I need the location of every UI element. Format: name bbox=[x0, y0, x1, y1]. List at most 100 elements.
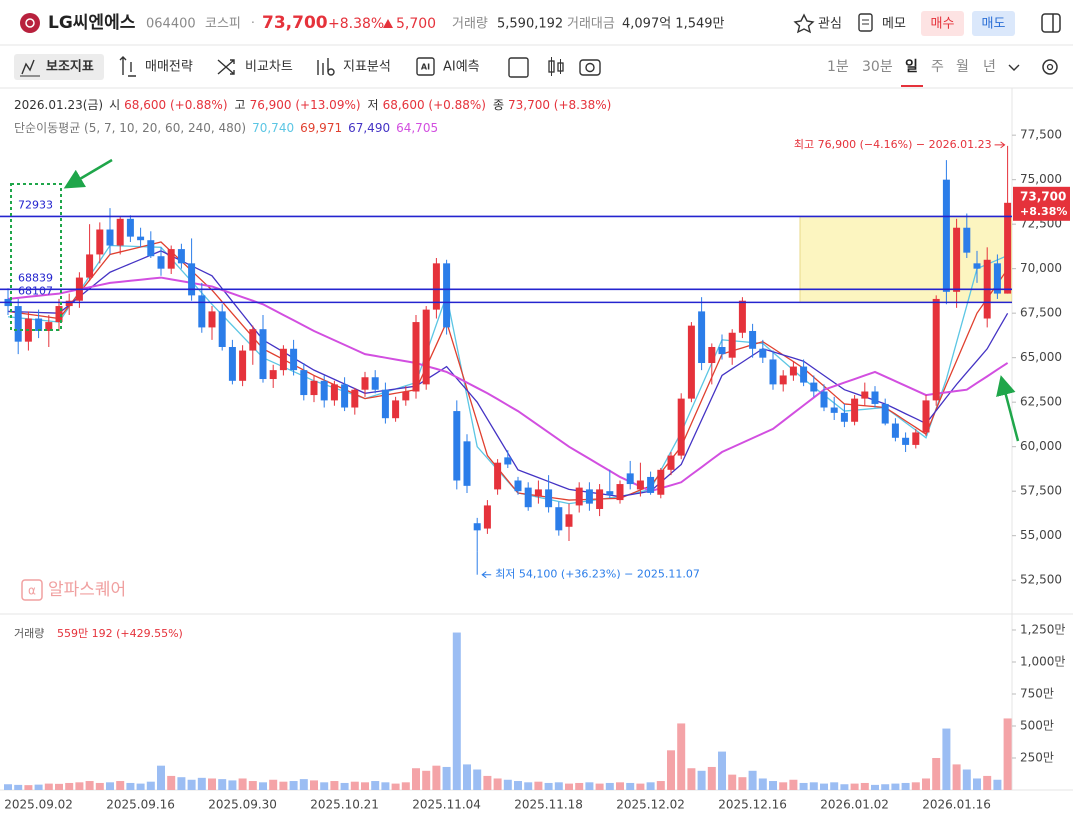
compare-button[interactable]: 비교차트 bbox=[245, 60, 293, 75]
info-date: 2026.01.23(금) bbox=[14, 98, 103, 112]
settings[interactable] bbox=[1042, 59, 1058, 75]
candle-body bbox=[55, 306, 63, 323]
volume-bar bbox=[585, 782, 594, 790]
volume-bar bbox=[656, 781, 665, 790]
volume-bar bbox=[565, 783, 573, 790]
analysis-button[interactable]: 지표분석 bbox=[343, 60, 391, 75]
indicator-label[interactable]: 보조지표 bbox=[46, 60, 94, 75]
candle-body bbox=[687, 325, 695, 399]
volume-bar bbox=[157, 765, 165, 790]
candle-body bbox=[963, 227, 971, 253]
volume-tick-label: 500만 bbox=[1020, 718, 1054, 732]
ai-button[interactable]: AI예측 bbox=[443, 60, 480, 75]
screenshot-button[interactable] bbox=[579, 59, 601, 76]
x-tick-label: 2025.11.18 bbox=[514, 798, 583, 812]
candle-body bbox=[259, 329, 267, 380]
volume-bar bbox=[687, 768, 696, 790]
candle-body bbox=[269, 370, 277, 380]
candle-body bbox=[596, 489, 604, 509]
svg-text:α: α bbox=[28, 584, 36, 598]
volume-bar bbox=[779, 782, 788, 790]
candle-body bbox=[453, 411, 461, 481]
candle-body bbox=[392, 400, 400, 419]
volume-bar bbox=[228, 780, 237, 790]
candle-body bbox=[953, 227, 961, 292]
volume-bar bbox=[248, 781, 257, 790]
candle-body bbox=[902, 437, 910, 445]
memo-button[interactable]: 메모 bbox=[858, 13, 906, 32]
candle-body bbox=[891, 423, 899, 438]
volume-bar bbox=[24, 785, 33, 790]
period-button[interactable]: 30분 bbox=[862, 59, 893, 75]
candle-body bbox=[147, 240, 155, 257]
candle-body bbox=[65, 300, 73, 307]
ma-value: 70,740 bbox=[252, 121, 294, 135]
level-label: 68107 bbox=[18, 284, 53, 297]
indicator-button[interactable] bbox=[14, 54, 104, 80]
period-button[interactable]: 년 bbox=[983, 59, 996, 75]
candle-body bbox=[330, 384, 338, 401]
sell-label[interactable]: 매도 bbox=[982, 17, 1006, 32]
period-button[interactable]: 일 bbox=[905, 59, 918, 75]
info-value: 68,600 (+0.88%) bbox=[383, 98, 486, 112]
volume-bar bbox=[820, 783, 828, 790]
panel-toggle[interactable] bbox=[1041, 13, 1061, 33]
checkbox[interactable] bbox=[508, 57, 529, 78]
watch-button[interactable]: 관심 bbox=[793, 13, 842, 34]
x-tick-label: 2025.09.30 bbox=[208, 798, 277, 812]
candle-body bbox=[361, 377, 369, 390]
candle-body bbox=[402, 391, 410, 401]
strategy-button[interactable]: 매매전략 bbox=[145, 60, 193, 75]
volume-bar bbox=[442, 766, 451, 790]
period-menu[interactable] bbox=[1008, 64, 1020, 71]
candle-body bbox=[820, 391, 828, 408]
volume-label: 거래량 bbox=[452, 17, 488, 32]
separator: · bbox=[251, 16, 255, 30]
volume-bar bbox=[728, 774, 737, 790]
candle-body bbox=[279, 348, 287, 371]
volume-bar bbox=[320, 782, 329, 790]
volume-bar bbox=[514, 781, 522, 790]
candle-body bbox=[86, 254, 94, 278]
candle-body bbox=[167, 249, 175, 269]
candle-body bbox=[320, 380, 328, 401]
period-button[interactable]: 주 bbox=[931, 59, 944, 75]
candle-body bbox=[759, 348, 767, 358]
sell-button[interactable] bbox=[972, 11, 1015, 36]
candle-body bbox=[249, 329, 257, 351]
volume-tick-label: 250만 bbox=[1020, 750, 1054, 764]
candle-body bbox=[922, 400, 930, 433]
buy-label[interactable]: 매수 bbox=[931, 17, 955, 32]
candle-body bbox=[157, 256, 165, 269]
market: 코스피 bbox=[205, 17, 241, 32]
period-button[interactable]: 1분 bbox=[827, 59, 849, 75]
volume-bar bbox=[391, 783, 400, 790]
volume-bar bbox=[381, 782, 390, 790]
period-button[interactable]: 월 bbox=[956, 59, 969, 75]
candle-body bbox=[290, 348, 298, 371]
volume-bar bbox=[646, 782, 655, 790]
volume-bar bbox=[422, 770, 431, 790]
candle-body bbox=[738, 300, 746, 333]
candle-body bbox=[708, 346, 716, 364]
toolbar: 보조지표 매매전략 비교차트 지표분석 AI AI예측 1분 30분 일 주 월 년 bbox=[0, 54, 1073, 89]
volume-bar bbox=[238, 778, 247, 790]
chart-type-button[interactable] bbox=[548, 57, 564, 76]
candle-body bbox=[575, 487, 583, 506]
buy-button[interactable] bbox=[921, 11, 964, 36]
ma-value: 67,490 bbox=[348, 121, 390, 135]
candle-body bbox=[677, 398, 685, 456]
candle-body bbox=[749, 330, 757, 349]
candle-body bbox=[616, 484, 624, 501]
volume-bar bbox=[911, 782, 920, 790]
memo-label[interactable]: 메모 bbox=[882, 17, 906, 32]
volume-tick-label: 1,000만 bbox=[1020, 654, 1065, 668]
x-tick-label: 2025.11.04 bbox=[412, 798, 481, 812]
candle-body bbox=[35, 318, 43, 331]
candle-body bbox=[239, 350, 247, 381]
candle-body bbox=[341, 384, 349, 408]
watch-label[interactable]: 관심 bbox=[818, 17, 842, 32]
candle-body bbox=[769, 359, 777, 385]
candle-body bbox=[830, 407, 838, 413]
